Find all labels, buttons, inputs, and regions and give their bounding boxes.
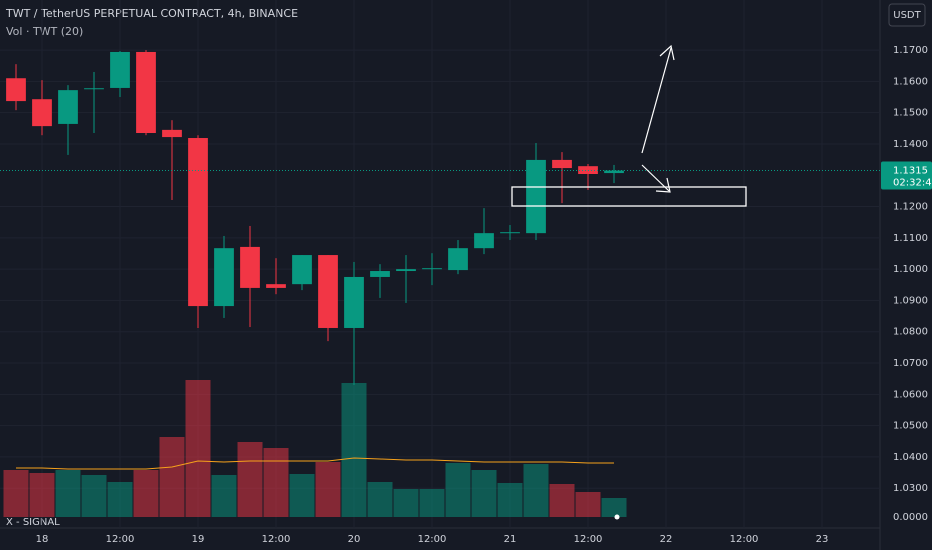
subtitle: Vol · TWT (20) [6,25,83,38]
candle-body [266,284,286,288]
last-price-box [881,161,932,190]
volume-tick-label: 0.0000 [893,512,928,523]
y-tick-label: 1.0400 [893,452,928,463]
y-tick-label: 1.0800 [893,327,928,338]
y-tick-label: 1.0500 [893,421,928,432]
candle-body [344,276,364,328]
y-tick-label: 1.0900 [893,295,928,306]
x-tick-label: 12:00 [574,534,603,545]
indicator-label: X - SIGNAL [6,517,60,528]
y-tick-label: 1.1200 [893,202,928,213]
volume-bar [575,492,601,517]
x-tick-label: 19 [192,534,205,545]
volume-bar [549,484,575,517]
x-tick-label: 20 [348,534,361,545]
x-tick-label: 12:00 [730,534,759,545]
volume-bar [185,380,211,517]
volume-bar [393,489,419,517]
arrow-down [641,164,670,192]
candle-body [240,246,260,288]
candle-body [422,268,442,270]
x-tick-label: 18 [36,534,49,545]
candle-body [110,51,130,88]
x-tick-label: 22 [660,534,673,545]
volume-bar [159,437,185,517]
x-tick-label: 21 [504,534,517,545]
candle-body [136,51,156,134]
candle-body [84,88,104,90]
y-tick-label: 1.0700 [893,358,928,369]
candle-body [500,232,520,234]
volume-bar [263,448,289,517]
candle-body [58,90,78,124]
arrow-up [641,47,672,154]
volume-bar [289,474,315,517]
currency[interactable]: USDT [893,10,921,21]
volume-bar [315,462,341,517]
candle-body [370,271,390,277]
volume-bar [29,473,55,517]
volume-bar [497,483,523,517]
signal-dot [614,514,620,520]
arrow-down-head [655,177,671,193]
candle-body [318,255,338,328]
candle-body [474,233,494,249]
volume-bar [55,470,81,517]
volume-bar [601,498,627,517]
candle-body [552,159,572,169]
candle-body [396,269,416,272]
y-tick-label: 1.1100 [893,233,928,244]
volume-ma-line [15,457,615,470]
last-price-label: 1.1315 [893,166,928,177]
y-tick-label: 1.0300 [893,483,928,494]
volume-bar [445,463,471,517]
candle-body [32,99,52,127]
y-tick-label: 1.1000 [893,264,928,275]
volume-bar [367,482,393,517]
volume-bar [237,442,263,517]
y-tick-label: 1.0600 [893,389,928,400]
candle-body [6,78,26,102]
x-tick-label: 12:00 [106,534,135,545]
volume-bar [341,383,367,517]
candle-body [214,248,234,307]
volume-bar [133,470,159,517]
arrow-up-head [659,44,675,61]
volume-bar [3,470,29,517]
y-tick-label: 1.1700 [893,45,928,56]
candle-body [604,170,624,174]
volume-bar [211,475,237,517]
volume-bar [107,482,133,517]
x-tick-label: 12:00 [418,534,447,545]
y-tick-label: 1.1500 [893,108,928,119]
candle-body [292,255,312,285]
currency-button[interactable] [888,3,926,27]
x-tick-label: 12:00 [262,534,291,545]
volume-bar [81,475,107,517]
y-tick-label: 1.1600 [893,76,928,87]
volume-bar [419,489,445,517]
volume-bar [523,464,549,517]
chart-title: TWT / TetherUS PERPETUAL CONTRACT, 4h, B… [5,7,298,20]
candle-body [188,138,208,307]
countdown: 02:32:43 [893,178,932,189]
volume-bar [471,470,497,517]
x-tick-label: 23 [816,534,829,545]
candle-body [448,248,468,271]
y-tick-label: 1.1400 [893,139,928,150]
candle-body [162,129,182,138]
candle-body [526,159,546,234]
drawn-rectangle [511,186,747,207]
